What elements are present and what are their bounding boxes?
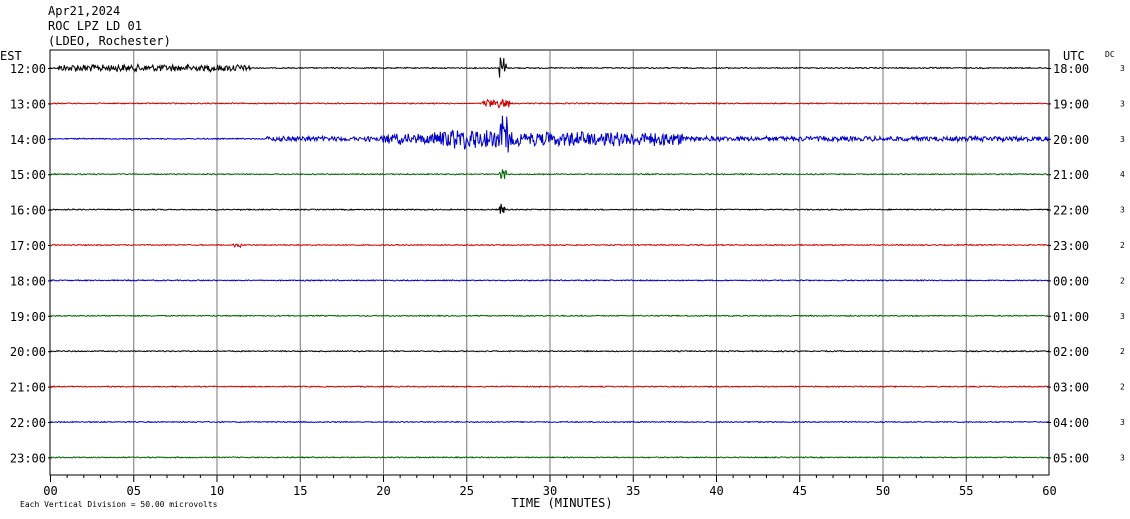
header-station: ROC LPZ LD 01 xyxy=(48,19,142,33)
seismogram-trace xyxy=(49,57,1049,78)
dc-value: 3 xyxy=(1120,312,1125,321)
x-tick-label: 25 xyxy=(460,484,474,498)
left-time-label: 23:00 xyxy=(10,451,46,465)
seismogram-trace xyxy=(49,314,1050,318)
left-time-label: 15:00 xyxy=(10,168,46,182)
left-time-label: 13:00 xyxy=(10,97,46,111)
dc-value: 3 xyxy=(1120,418,1125,427)
x-tick-label: 60 xyxy=(1042,484,1056,498)
seismogram-trace xyxy=(49,455,1050,459)
seismogram-trace xyxy=(49,98,1050,109)
dc-value: 2 xyxy=(1120,241,1125,250)
seismogram-trace xyxy=(49,203,1050,214)
left-time-label: 12:00 xyxy=(10,62,46,76)
dc-value: 2 xyxy=(1120,276,1125,285)
x-tick-label: 35 xyxy=(626,484,640,498)
header-network: (LDEO, Rochester) xyxy=(48,34,171,48)
seismogram-trace xyxy=(49,349,1050,353)
x-tick-label: 00 xyxy=(43,484,57,498)
right-time-label: 21:00 xyxy=(1053,168,1089,182)
dc-value: 3 xyxy=(1120,135,1125,144)
x-tick-label: 05 xyxy=(127,484,141,498)
grid-lines xyxy=(48,49,1051,482)
right-time-label: 02:00 xyxy=(1053,345,1089,359)
x-tick-label: 45 xyxy=(793,484,807,498)
left-timezone-label: EST xyxy=(0,49,22,63)
left-time-label: 14:00 xyxy=(10,133,46,147)
dc-header-label: DC xyxy=(1105,50,1115,59)
left-time-label: 17:00 xyxy=(10,239,46,253)
left-time-label: 20:00 xyxy=(10,345,46,359)
x-tick-label: 10 xyxy=(210,484,224,498)
seismogram-trace xyxy=(49,243,1049,249)
right-time-label: 22:00 xyxy=(1053,204,1089,218)
left-time-label: 18:00 xyxy=(10,274,46,288)
dc-value: 3 xyxy=(1120,206,1125,215)
x-tick-label: 20 xyxy=(376,484,390,498)
dc-value: 3 xyxy=(1120,453,1125,462)
right-time-label: 01:00 xyxy=(1053,310,1089,324)
seismogram-trace xyxy=(49,420,1050,424)
dc-value: 3 xyxy=(1120,64,1125,73)
right-time-label: 05:00 xyxy=(1053,451,1089,465)
x-axis-title: TIME (MINUTES) xyxy=(511,496,612,510)
x-tick-label: 40 xyxy=(709,484,723,498)
scale-note: Each Vertical Division = 50.00 microvolt… xyxy=(20,500,218,509)
seismogram-trace xyxy=(49,278,1050,282)
seismogram-trace xyxy=(49,115,1050,153)
header-date: Apr21,2024 xyxy=(48,4,121,18)
left-time-label: 16:00 xyxy=(10,204,46,218)
right-timezone-label: UTC xyxy=(1063,49,1085,63)
seismogram-trace xyxy=(49,385,1050,389)
right-time-label: 23:00 xyxy=(1053,239,1089,253)
dc-value: 2 xyxy=(1120,383,1125,392)
left-time-label: 21:00 xyxy=(10,381,46,395)
right-time-label: 04:00 xyxy=(1053,416,1089,430)
seismogram-trace xyxy=(49,169,1049,179)
x-tick-label: 50 xyxy=(876,484,890,498)
x-tick-label: 30 xyxy=(543,484,557,498)
left-time-label: 22:00 xyxy=(10,416,46,430)
dc-value: 2 xyxy=(1120,347,1125,356)
dc-value: 3 xyxy=(1120,99,1125,108)
left-time-label: 19:00 xyxy=(10,310,46,324)
right-time-label: 18:00 xyxy=(1053,62,1089,76)
x-tick-label: 15 xyxy=(293,484,307,498)
right-time-label: 00:00 xyxy=(1053,274,1089,288)
right-time-label: 03:00 xyxy=(1053,381,1089,395)
dc-value: 4 xyxy=(1120,170,1125,179)
x-tick-label: 55 xyxy=(959,484,973,498)
chart-labels: 00 05 10 15 20 25 30 35 40 45 50 55 60 12:00 18:00 3 13:… xyxy=(0,49,1125,510)
seismogram-traces xyxy=(49,57,1050,459)
right-time-label: 20:00 xyxy=(1053,133,1089,147)
right-time-label: 19:00 xyxy=(1053,97,1089,111)
